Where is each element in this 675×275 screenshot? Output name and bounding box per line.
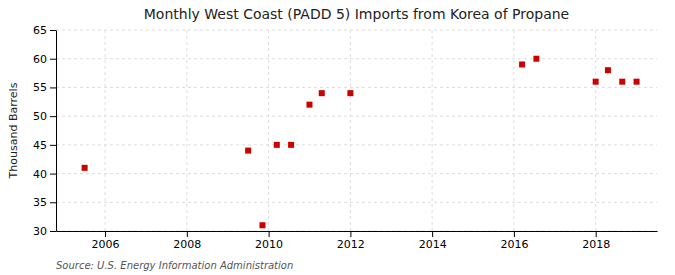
y-axis: 30 35 40 45 50 55 60 65 [33,24,57,238]
x-axis: 2006 2008 2010 2012 2014 2016 2018 [57,231,658,251]
point [533,56,539,62]
y-axis-label: Thousand Barrels [7,82,20,179]
tick: 35 [33,196,56,209]
tick-label: 2018 [582,238,610,251]
tick: 60 [33,53,56,66]
tick-label: 45 [33,139,47,152]
point [347,90,353,96]
tick-mark [50,145,56,146]
tick-label: 2016 [500,238,528,251]
tick-mark [50,231,56,232]
axis-line [57,231,658,232]
point [319,90,325,96]
grid-line-y [56,173,657,174]
point [619,79,625,85]
point [306,102,312,108]
tick: 50 [33,110,56,123]
tick-label: 65 [33,24,47,37]
grid-line-x [513,30,514,231]
tick-label: 40 [33,168,47,181]
tick: 2010 [255,231,283,251]
grid-line-y [56,202,657,203]
grid-line-y [56,30,657,31]
grid-line-x [105,30,106,231]
tick-label: 2006 [92,238,120,251]
chart-container: 2006 2008 2010 2012 2014 2016 2018 30 35 40 45 50 55… [0,0,675,275]
tick: 2006 [92,231,120,251]
point [274,142,280,148]
point [259,222,265,228]
grid-line-x [268,30,269,231]
tick-mark [269,231,270,237]
tick-mark [596,231,597,237]
tick: 55 [33,81,56,94]
tick: 65 [33,24,56,37]
grid-line-y [56,87,657,88]
tick-label: 2010 [255,238,283,251]
annotation: Source: U.S. Energy Information Administ… [56,260,293,271]
point [82,165,88,171]
axis-line [56,31,57,232]
point [519,61,525,67]
grid-line-x [350,30,351,231]
grid-line-x [186,30,187,231]
grid-line-y [56,58,657,59]
point [605,67,611,73]
point [245,148,251,154]
tick-label: 2012 [337,238,365,251]
grid-line-x [432,30,433,231]
tick: 2018 [582,231,610,251]
chart-svg: 2006 2008 2010 2012 2014 2016 2018 30 35 40 45 50 55… [0,0,675,275]
grid-line-x [595,30,596,231]
tick: 40 [33,168,56,181]
tick-mark [50,174,56,175]
grid-line-y [56,144,657,145]
grid-line-y [56,231,657,232]
tick: 2014 [419,231,447,251]
grid [56,30,657,231]
tick-label: 60 [33,53,47,66]
tick-mark [50,59,56,60]
tick-mark [50,30,56,31]
tick: 2016 [500,231,528,251]
tick-label: 50 [33,110,47,123]
point [634,79,640,85]
tick: 45 [33,139,56,152]
tick-mark [50,202,56,203]
tick: 2012 [337,231,365,251]
title: Monthly West Coast (PADD 5) Imports from… [144,6,569,22]
tick-mark [350,231,351,237]
tick-mark [187,231,188,237]
tick-label: 30 [33,225,47,238]
grid-line-y [56,116,657,117]
tick-label: 35 [33,196,47,209]
point [593,79,599,85]
tick-label: 2008 [173,238,201,251]
tick-label: 55 [33,81,47,94]
tick-mark [50,116,56,117]
tick: 2008 [173,231,201,251]
tick-mark [432,231,433,237]
points [82,56,640,229]
plot-area: 2006 2008 2010 2012 2014 2016 2018 30 35 40 45 50 55… [33,24,658,251]
tick-mark [514,231,515,237]
tick-mark [105,231,106,237]
tick: 30 [33,225,56,238]
point [288,142,294,148]
tick-label: 2014 [419,238,447,251]
tick-mark [50,87,56,88]
